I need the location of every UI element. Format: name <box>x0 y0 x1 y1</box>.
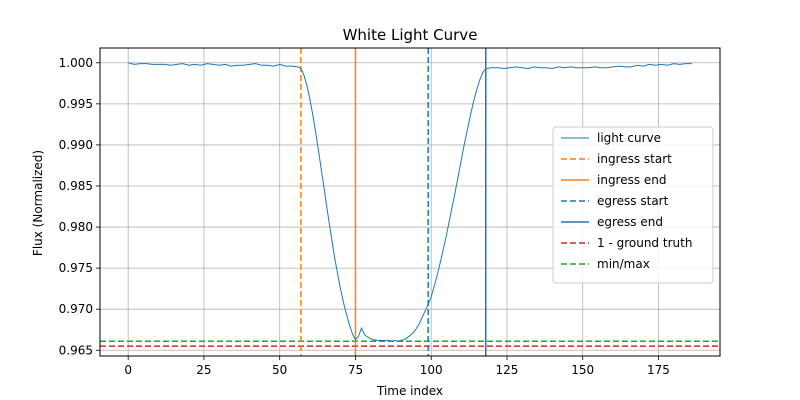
series-line-light-curve <box>128 62 692 342</box>
legend-label: 1 - ground truth <box>597 236 692 250</box>
y-tick-label: 0.985 <box>59 179 93 193</box>
legend-label: egress end <box>597 215 663 229</box>
y-tick-label: 0.970 <box>59 302 93 316</box>
chart-title: White Light Curve <box>343 26 478 44</box>
legend-entry: egress end <box>561 215 663 229</box>
y-tick-label: 0.980 <box>59 220 93 234</box>
x-axis-label: Time index <box>376 384 443 398</box>
x-tick-label: 50 <box>272 363 287 377</box>
y-axis-ticks: 0.965 0.970 0.975 0.980 0.985 0.990 0.995 1.000 <box>59 56 100 357</box>
y-tick-label: 0.995 <box>59 97 93 111</box>
legend: light curve ingress start ingress end egres… <box>552 126 714 284</box>
legend-label: min/max <box>597 257 650 271</box>
x-tick-label: 0 <box>124 363 132 377</box>
x-tick-label: 75 <box>348 363 363 377</box>
legend-entry: ingress end <box>561 173 667 187</box>
legend-entry: light curve <box>561 131 661 145</box>
x-tick-label: 150 <box>571 363 594 377</box>
y-tick-label: 0.965 <box>59 343 93 357</box>
y-tick-label: 0.990 <box>59 138 93 152</box>
y-axis-label: Flux (Normalized) <box>31 150 45 256</box>
series-layer <box>128 62 692 342</box>
plot-frame <box>99 47 721 357</box>
legend-entry: min/max <box>561 257 650 271</box>
x-tick-label: 25 <box>196 363 211 377</box>
legend-label: light curve <box>597 131 661 145</box>
legend-label: egress start <box>597 194 669 208</box>
y-tick-label: 0.975 <box>59 261 93 275</box>
legend-label: ingress end <box>597 173 667 187</box>
legend-label: ingress start <box>597 152 672 166</box>
x-tick-label: 175 <box>647 363 670 377</box>
vertical-reference-lines <box>300 48 487 356</box>
legend-entry: 1 - ground truth <box>561 236 692 250</box>
y-tick-label: 1.000 <box>59 56 93 70</box>
legend-entry: ingress start <box>561 152 672 166</box>
legend-box <box>552 126 714 284</box>
x-tick-label: 125 <box>496 363 519 377</box>
horizontal-reference-lines <box>100 340 720 347</box>
x-tick-label: 100 <box>420 363 443 377</box>
x-axis-ticks: 0 25 50 75 100 125 150 175 <box>124 356 670 377</box>
legend-entry: egress start <box>561 194 669 208</box>
